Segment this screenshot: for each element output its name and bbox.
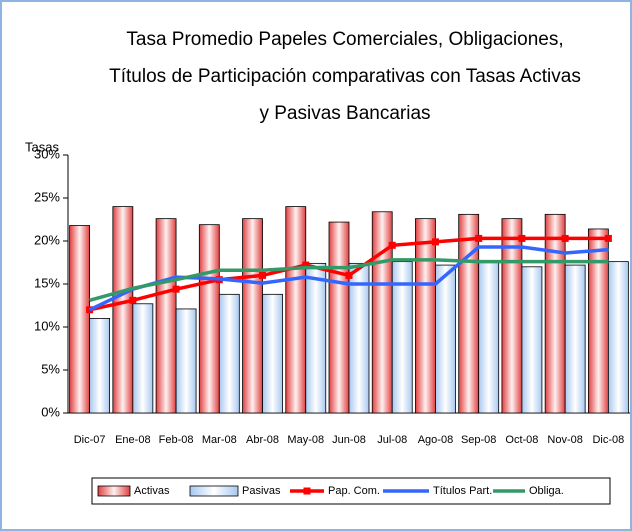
y-tick-label: 5%: [41, 361, 60, 376]
bar: [348, 262, 370, 414]
point: [172, 285, 180, 293]
bar: [305, 262, 327, 414]
line-series: [88, 245, 609, 312]
bar: [587, 228, 609, 414]
point: [518, 234, 526, 242]
y-axis-label: Tasas: [25, 139, 59, 154]
x-tick-label: Dic-07: [74, 434, 106, 446]
bar: [415, 218, 436, 414]
chart-title: y Pasivas Bancarias: [259, 103, 430, 124]
bar: [478, 261, 500, 414]
bar: [112, 206, 134, 414]
x-tick-label: Feb-08: [159, 434, 194, 446]
x-tick-label: Ago-08: [418, 434, 453, 446]
x-tick-label: Nov-08: [547, 434, 582, 446]
chart-title: Tasa Promedio Papeles Comerciales, Oblig…: [126, 29, 563, 50]
x-tick-label: Jul-08: [377, 434, 407, 446]
bar: [242, 218, 263, 414]
point: [561, 234, 569, 242]
point: [604, 234, 612, 242]
bar: [262, 293, 283, 414]
point: [475, 234, 483, 242]
bar: [607, 261, 629, 414]
y-tick-label: 15%: [34, 275, 60, 290]
bar: [564, 264, 586, 414]
line-series: [89, 258, 609, 303]
x-tick-label: Jun-08: [332, 434, 366, 446]
point: [259, 271, 267, 279]
bar: [132, 303, 154, 414]
x-tick-label: Dic-08: [592, 434, 624, 446]
x-tick-label: Ene-08: [115, 434, 150, 446]
chart-title: Títulos de Participación comparativas co…: [109, 66, 581, 87]
x-tick-label: Sep-08: [461, 434, 496, 446]
point: [431, 238, 439, 246]
y-tick-label: 10%: [34, 318, 60, 333]
point: [302, 261, 310, 269]
legend-label: Pasivas: [242, 485, 281, 497]
bar: [521, 266, 543, 414]
x-tick-label: Mar-08: [202, 434, 237, 446]
y-tick-label: 25%: [34, 189, 60, 204]
bar: [544, 213, 566, 414]
y-tick-label: 30%: [34, 146, 60, 161]
legend-label: Pap. Com.: [328, 485, 380, 497]
y-tick-label: 0%: [41, 404, 60, 419]
legend-marker: [303, 487, 311, 495]
bar: [89, 317, 111, 414]
bar: [285, 206, 307, 414]
bar: [155, 218, 177, 414]
bar: [435, 264, 456, 414]
bar: [458, 213, 480, 414]
y-tick-label: 20%: [34, 232, 60, 247]
legend-label: Activas: [134, 485, 170, 497]
bar: [198, 224, 220, 414]
legend-swatch: [189, 485, 239, 497]
legend-label: Títulos Part.: [433, 485, 492, 497]
legend-swatch: [97, 485, 131, 497]
bar: [175, 308, 197, 414]
legend-label: Obliga.: [529, 485, 564, 497]
x-tick-label: Oct-08: [505, 434, 538, 446]
bar: [69, 225, 91, 414]
point: [388, 241, 396, 249]
bar: [218, 293, 240, 414]
x-tick-label: Abr-08: [246, 434, 279, 446]
x-tick-label: May-08: [287, 434, 324, 446]
bar: [328, 221, 350, 414]
point: [129, 296, 137, 304]
point: [345, 271, 353, 279]
